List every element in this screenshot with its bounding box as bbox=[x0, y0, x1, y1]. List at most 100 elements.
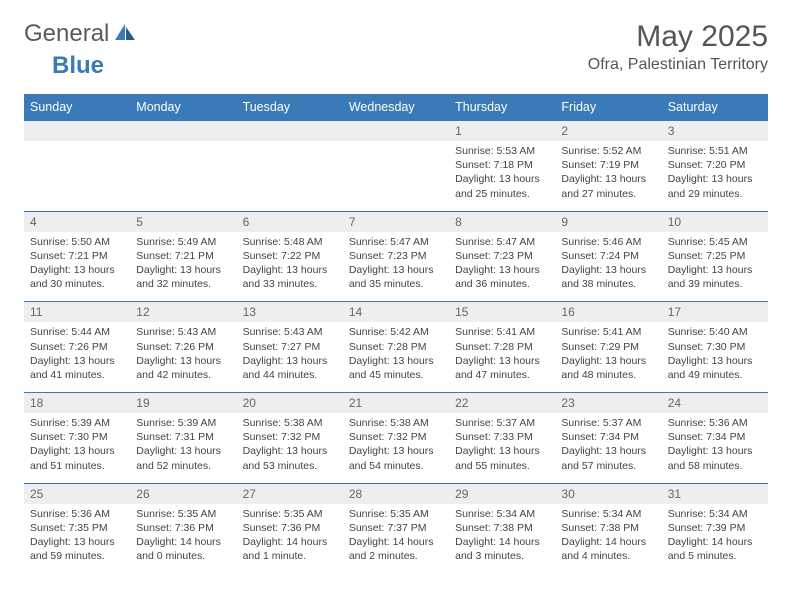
day-detail: Sunrise: 5:39 AMSunset: 7:31 PMDaylight:… bbox=[130, 413, 236, 483]
sunset-text: Sunset: 7:28 PM bbox=[455, 340, 549, 354]
sunset-text: Sunset: 7:18 PM bbox=[455, 158, 549, 172]
sunrise-text: Sunrise: 5:50 AM bbox=[30, 235, 124, 249]
logo-sail-icon bbox=[113, 22, 137, 47]
day2-text: and 57 minutes. bbox=[561, 459, 655, 473]
day2-text: and 51 minutes. bbox=[30, 459, 124, 473]
sunset-text: Sunset: 7:31 PM bbox=[136, 430, 230, 444]
day-number: 12 bbox=[130, 302, 236, 323]
day2-text: and 39 minutes. bbox=[668, 277, 762, 291]
day-detail: Sunrise: 5:39 AMSunset: 7:30 PMDaylight:… bbox=[24, 413, 130, 483]
day1-text: Daylight: 13 hours bbox=[561, 354, 655, 368]
day2-text: and 36 minutes. bbox=[455, 277, 549, 291]
sunrise-text: Sunrise: 5:51 AM bbox=[668, 144, 762, 158]
day-number: 6 bbox=[237, 211, 343, 232]
sunset-text: Sunset: 7:32 PM bbox=[243, 430, 337, 444]
logo: General bbox=[24, 20, 139, 48]
day-number: 7 bbox=[343, 211, 449, 232]
day-number bbox=[237, 121, 343, 142]
title-block: May 2025 Ofra, Palestinian Territory bbox=[588, 20, 768, 74]
day-number: 11 bbox=[24, 302, 130, 323]
day-detail: Sunrise: 5:34 AMSunset: 7:39 PMDaylight:… bbox=[662, 504, 768, 574]
sunrise-text: Sunrise: 5:34 AM bbox=[561, 507, 655, 521]
day-detail bbox=[343, 141, 449, 211]
weekday-header: Sunday bbox=[24, 94, 130, 121]
day-number: 31 bbox=[662, 483, 768, 504]
weekday-header: Friday bbox=[555, 94, 661, 121]
day-detail: Sunrise: 5:44 AMSunset: 7:26 PMDaylight:… bbox=[24, 322, 130, 392]
day2-text: and 0 minutes. bbox=[136, 549, 230, 563]
day2-text: and 52 minutes. bbox=[136, 459, 230, 473]
day-detail: Sunrise: 5:42 AMSunset: 7:28 PMDaylight:… bbox=[343, 322, 449, 392]
sunset-text: Sunset: 7:26 PM bbox=[136, 340, 230, 354]
day-detail: Sunrise: 5:45 AMSunset: 7:25 PMDaylight:… bbox=[662, 232, 768, 302]
day2-text: and 5 minutes. bbox=[668, 549, 762, 563]
day-number: 15 bbox=[449, 302, 555, 323]
sunset-text: Sunset: 7:28 PM bbox=[349, 340, 443, 354]
logo-text-general: General bbox=[24, 20, 109, 48]
day2-text: and 42 minutes. bbox=[136, 368, 230, 382]
sunrise-text: Sunrise: 5:47 AM bbox=[349, 235, 443, 249]
day-detail: Sunrise: 5:43 AMSunset: 7:26 PMDaylight:… bbox=[130, 322, 236, 392]
day1-text: Daylight: 13 hours bbox=[243, 354, 337, 368]
day-detail: Sunrise: 5:52 AMSunset: 7:19 PMDaylight:… bbox=[555, 141, 661, 211]
sunrise-text: Sunrise: 5:43 AM bbox=[243, 325, 337, 339]
day1-text: Daylight: 13 hours bbox=[455, 172, 549, 186]
day1-text: Daylight: 13 hours bbox=[30, 354, 124, 368]
day-detail: Sunrise: 5:48 AMSunset: 7:22 PMDaylight:… bbox=[237, 232, 343, 302]
sunrise-text: Sunrise: 5:42 AM bbox=[349, 325, 443, 339]
day1-text: Daylight: 13 hours bbox=[455, 263, 549, 277]
day2-text: and 58 minutes. bbox=[668, 459, 762, 473]
day1-text: Daylight: 13 hours bbox=[243, 263, 337, 277]
day-detail: Sunrise: 5:51 AMSunset: 7:20 PMDaylight:… bbox=[662, 141, 768, 211]
sunrise-text: Sunrise: 5:44 AM bbox=[30, 325, 124, 339]
sunset-text: Sunset: 7:34 PM bbox=[561, 430, 655, 444]
day2-text: and 2 minutes. bbox=[349, 549, 443, 563]
sunset-text: Sunset: 7:23 PM bbox=[349, 249, 443, 263]
day1-text: Daylight: 14 hours bbox=[243, 535, 337, 549]
day1-text: Daylight: 13 hours bbox=[561, 172, 655, 186]
day-detail: Sunrise: 5:35 AMSunset: 7:36 PMDaylight:… bbox=[130, 504, 236, 574]
day-number-row: 45678910 bbox=[24, 211, 768, 232]
day-detail bbox=[237, 141, 343, 211]
day-number: 28 bbox=[343, 483, 449, 504]
location: Ofra, Palestinian Territory bbox=[588, 56, 768, 74]
sunset-text: Sunset: 7:21 PM bbox=[136, 249, 230, 263]
day-detail: Sunrise: 5:50 AMSunset: 7:21 PMDaylight:… bbox=[24, 232, 130, 302]
day-number: 16 bbox=[555, 302, 661, 323]
sunrise-text: Sunrise: 5:36 AM bbox=[30, 507, 124, 521]
day-number-row: 123 bbox=[24, 121, 768, 142]
day-number bbox=[130, 121, 236, 142]
sunset-text: Sunset: 7:22 PM bbox=[243, 249, 337, 263]
day-detail: Sunrise: 5:49 AMSunset: 7:21 PMDaylight:… bbox=[130, 232, 236, 302]
day-number-row: 25262728293031 bbox=[24, 483, 768, 504]
day-detail: Sunrise: 5:43 AMSunset: 7:27 PMDaylight:… bbox=[237, 322, 343, 392]
day-number: 5 bbox=[130, 211, 236, 232]
sunrise-text: Sunrise: 5:39 AM bbox=[30, 416, 124, 430]
day-number bbox=[343, 121, 449, 142]
day1-text: Daylight: 13 hours bbox=[561, 263, 655, 277]
sunrise-text: Sunrise: 5:34 AM bbox=[455, 507, 549, 521]
day-detail: Sunrise: 5:38 AMSunset: 7:32 PMDaylight:… bbox=[343, 413, 449, 483]
day2-text: and 4 minutes. bbox=[561, 549, 655, 563]
day-detail: Sunrise: 5:47 AMSunset: 7:23 PMDaylight:… bbox=[343, 232, 449, 302]
weekday-header: Wednesday bbox=[343, 94, 449, 121]
day-detail: Sunrise: 5:34 AMSunset: 7:38 PMDaylight:… bbox=[555, 504, 661, 574]
sunset-text: Sunset: 7:19 PM bbox=[561, 158, 655, 172]
day1-text: Daylight: 14 hours bbox=[136, 535, 230, 549]
day-detail: Sunrise: 5:35 AMSunset: 7:36 PMDaylight:… bbox=[237, 504, 343, 574]
day2-text: and 35 minutes. bbox=[349, 277, 443, 291]
day2-text: and 38 minutes. bbox=[561, 277, 655, 291]
sunrise-text: Sunrise: 5:53 AM bbox=[455, 144, 549, 158]
day2-text: and 3 minutes. bbox=[455, 549, 549, 563]
day1-text: Daylight: 14 hours bbox=[561, 535, 655, 549]
sunset-text: Sunset: 7:33 PM bbox=[455, 430, 549, 444]
day-number: 25 bbox=[24, 483, 130, 504]
day1-text: Daylight: 13 hours bbox=[455, 354, 549, 368]
sunrise-text: Sunrise: 5:34 AM bbox=[668, 507, 762, 521]
day1-text: Daylight: 13 hours bbox=[668, 172, 762, 186]
day1-text: Daylight: 13 hours bbox=[30, 444, 124, 458]
sunset-text: Sunset: 7:24 PM bbox=[561, 249, 655, 263]
day-detail-row: Sunrise: 5:36 AMSunset: 7:35 PMDaylight:… bbox=[24, 504, 768, 574]
sunrise-text: Sunrise: 5:37 AM bbox=[561, 416, 655, 430]
day-number: 27 bbox=[237, 483, 343, 504]
